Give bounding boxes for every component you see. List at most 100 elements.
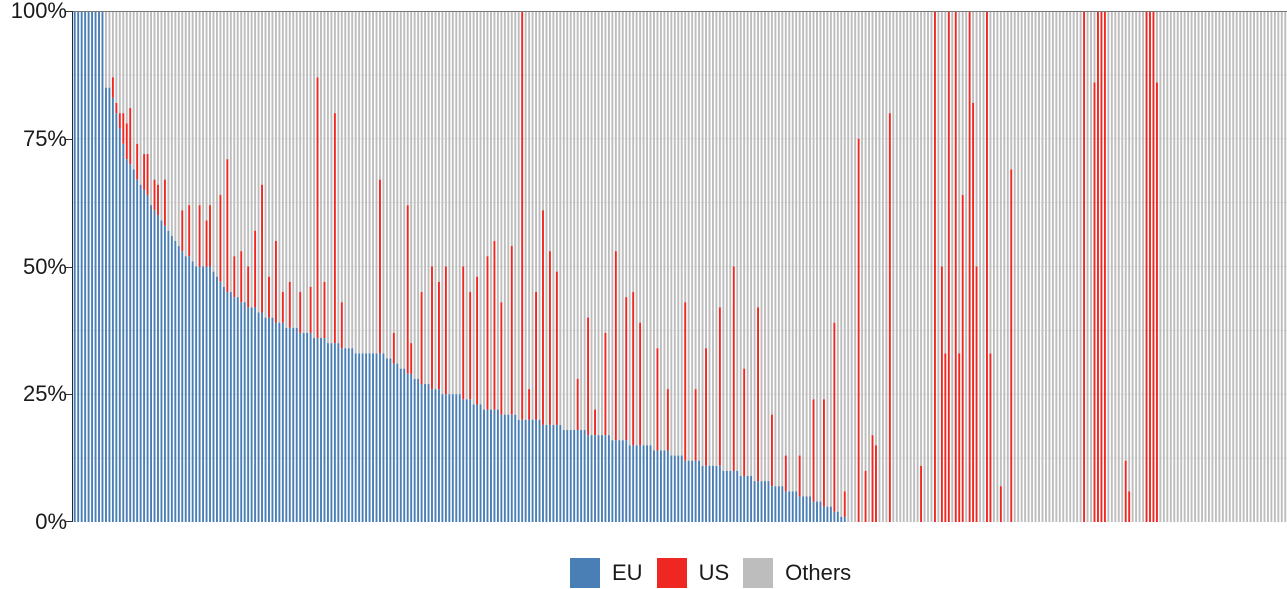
legend-item-us: US (656, 558, 729, 588)
bar-segment-eu (809, 496, 812, 522)
bar-segment-eu (424, 384, 427, 522)
bar-segment-others (1038, 11, 1040, 522)
bar-segment-eu (684, 460, 687, 522)
bar-segment-others (163, 11, 166, 180)
bar-segment-others (493, 11, 496, 241)
bar-segment-others (115, 11, 118, 103)
bar-segment-eu (583, 430, 586, 522)
bar-segment-us (528, 389, 531, 420)
bar-segment-others (1072, 11, 1075, 522)
bar-segment-eu (698, 460, 701, 522)
bar-segment-others (396, 11, 399, 364)
bar-segment-eu (843, 516, 846, 522)
bar-segment-us (843, 491, 846, 517)
bar-segment-us (587, 317, 590, 436)
bar-segment-eu (198, 266, 201, 522)
bar-segment-others (184, 11, 187, 257)
bar-segment-others (483, 11, 485, 410)
bar-segment-eu (98, 11, 100, 522)
bar-segment-others (1169, 11, 1172, 522)
bar-segment-others (580, 11, 583, 431)
bar-segment-others (129, 11, 132, 109)
bar-segment-others (822, 11, 825, 400)
bar-segment-eu (503, 414, 506, 522)
y-tick (66, 11, 73, 12)
bar-segment-eu (417, 378, 420, 522)
bar-segment-eu (705, 465, 707, 522)
bar-segment-others (1010, 11, 1013, 170)
bar-segment-eu (396, 363, 399, 522)
bar-segment-others (607, 11, 610, 436)
bar-segment-others (1135, 11, 1138, 522)
bar-segment-others (490, 11, 492, 410)
bar-segment-others (920, 11, 923, 466)
bar-segment-others (576, 11, 579, 379)
bar-segment-others (1159, 11, 1162, 522)
bar-segment-others (725, 11, 728, 471)
bar-segment-others (299, 11, 302, 293)
bar-segment-us (254, 230, 257, 308)
bar-segment-others (649, 11, 652, 446)
bar-segment-eu (87, 11, 90, 522)
bar-segment-eu (836, 511, 839, 522)
bar-segment-eu (167, 230, 170, 522)
bar-segment-us (431, 266, 433, 390)
bar-segment-others (1069, 11, 1072, 522)
bar-segment-others (680, 11, 683, 456)
bar-segment-others (226, 11, 229, 160)
bar-segment-eu (170, 235, 173, 522)
bar-segment-us (226, 159, 229, 293)
bar-segment-others (139, 11, 142, 185)
bar-segment-us (288, 281, 291, 328)
bar-segment-others (951, 11, 954, 522)
bar-segment-eu (111, 97, 114, 522)
bar-segment-others (805, 11, 808, 497)
bar-segment-eu (798, 496, 801, 522)
bar-segment-others (316, 11, 319, 78)
bar-segment-eu (802, 496, 805, 522)
bar-segment-eu (233, 297, 236, 522)
bar-segment-others (347, 11, 350, 349)
bar-segment-others (770, 11, 773, 415)
bar-segment-eu (302, 332, 305, 522)
bar-segment-eu (601, 435, 603, 522)
bar-segment-eu (247, 307, 250, 522)
bar-segment-us (999, 486, 1002, 522)
bar-segment-others (379, 11, 381, 180)
bar-segment-others (850, 11, 853, 522)
bar-segment-eu (115, 113, 118, 522)
bar-segment-us (989, 353, 992, 522)
bar-segment-others (1218, 11, 1221, 522)
bar-segment-others (555, 11, 558, 272)
bar-segment-others (1176, 11, 1179, 522)
bar-segment-eu (604, 435, 607, 522)
bar-segment-others (888, 11, 891, 114)
bar-segment-eu (399, 368, 402, 522)
bar-segment-others (698, 11, 701, 461)
y-tick (66, 267, 73, 268)
bar-segment-eu (330, 343, 333, 522)
bar-segment-others (243, 11, 246, 303)
bar-segment-others (195, 11, 198, 267)
bar-segment-others (687, 11, 690, 461)
bar-segment-eu (784, 491, 787, 522)
bar-segment-us (857, 138, 860, 522)
bar-segment-us (548, 251, 551, 425)
bar-segment-eu (91, 11, 94, 522)
bar-segment-eu (177, 246, 180, 522)
bar-segment-others (1263, 11, 1266, 522)
bar-segment-others (708, 11, 711, 466)
bar-segment-eu (281, 322, 284, 522)
bar-segment-others (996, 11, 999, 522)
bar-segment-others (105, 11, 107, 88)
bar-segment-others (1110, 11, 1113, 522)
bar-segment-others (656, 11, 659, 349)
bar-segment-others (694, 11, 697, 390)
bar-segment-eu (455, 394, 458, 522)
bar-segment-eu (209, 266, 211, 522)
bar-segment-others (1253, 11, 1255, 522)
bar-segment-others (410, 11, 413, 344)
bar-segment-others (777, 11, 780, 487)
bar-segment-us (594, 409, 596, 436)
bar-segment-eu (715, 465, 718, 522)
